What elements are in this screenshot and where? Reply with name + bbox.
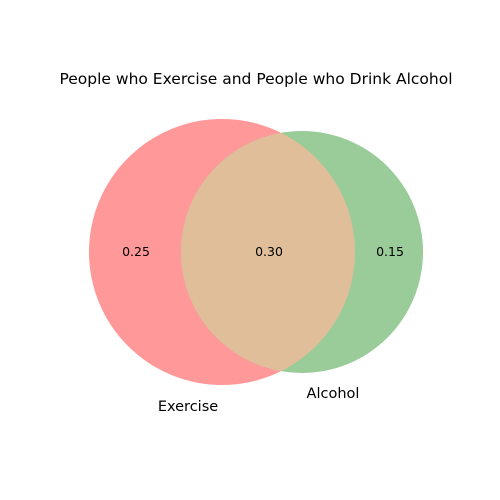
exercise-only-value: 0.25 xyxy=(122,244,150,259)
intersection-value: 0.30 xyxy=(255,244,283,259)
chart-title: People who Exercise and People who Drink… xyxy=(59,70,452,88)
exercise-label: Exercise xyxy=(158,399,218,415)
alcohol-only-value: 0.15 xyxy=(376,244,404,259)
alcohol-label: Alcohol xyxy=(307,386,360,402)
intersection-region xyxy=(181,131,355,373)
